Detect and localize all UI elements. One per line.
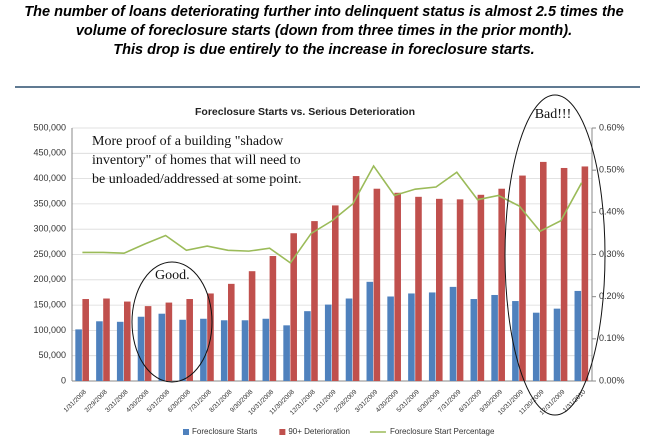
bar — [248, 271, 256, 381]
annotation: be unloaded/addressed at some point. — [92, 172, 302, 187]
bar — [96, 321, 103, 381]
bar — [137, 316, 145, 381]
bar — [512, 301, 519, 381]
y2-tick-label: 0.30% — [599, 249, 625, 259]
y-tick-label: 450,000 — [33, 148, 66, 158]
bar — [477, 194, 485, 381]
legend-swatch — [183, 429, 189, 435]
y-tick-label: 200,000 — [33, 274, 66, 284]
bar — [179, 319, 186, 381]
y2-tick-label: 0.60% — [599, 122, 625, 132]
bar — [290, 233, 297, 381]
annotation: inventory" of homes that will need to — [92, 153, 301, 168]
bar — [228, 283, 235, 381]
bar — [415, 196, 422, 381]
y-tick-label: 500,000 — [33, 122, 66, 132]
y2-tick-label: 0.50% — [599, 165, 625, 175]
legend-label: 90+ Deterioration — [288, 427, 350, 436]
bar — [200, 318, 207, 381]
bar — [75, 329, 82, 381]
bar — [352, 176, 360, 381]
y2-tick-label: 0.00% — [599, 375, 625, 385]
bar — [311, 221, 318, 381]
y-tick-label: 250,000 — [33, 249, 66, 259]
bar — [283, 325, 290, 381]
bar — [324, 304, 332, 381]
chart-title: Foreclosure Starts vs. Serious Deteriora… — [195, 106, 415, 118]
y-tick-label: 350,000 — [33, 198, 66, 208]
bar — [560, 167, 568, 381]
bar — [103, 298, 110, 381]
y-tick-label: 0 — [61, 375, 66, 385]
bar — [186, 299, 193, 381]
bar — [144, 306, 152, 381]
y2-tick-label: 0.10% — [599, 333, 625, 343]
bar — [540, 161, 547, 381]
bar — [436, 198, 443, 381]
legend-label: Foreclosure Starts — [192, 427, 257, 436]
bar — [574, 290, 582, 381]
bar — [345, 298, 353, 381]
y-tick-label: 400,000 — [33, 173, 66, 183]
bar — [428, 292, 436, 381]
y2-tick-label: 0.40% — [599, 207, 625, 217]
bar — [519, 175, 526, 381]
y2-tick-label: 0.20% — [599, 291, 625, 301]
bar — [124, 301, 131, 381]
y-tick-label: 100,000 — [33, 325, 66, 335]
bar — [408, 293, 415, 381]
bar — [220, 320, 228, 381]
line-series — [82, 164, 583, 265]
bar — [304, 311, 311, 381]
bar — [491, 294, 498, 381]
bar — [470, 299, 478, 381]
y-tick-label: 50,000 — [38, 350, 66, 360]
bar — [532, 312, 540, 381]
legend-label: Foreclosure Start Percentage — [390, 427, 495, 436]
bar — [498, 188, 505, 381]
bar — [366, 281, 374, 381]
bar — [553, 308, 561, 381]
bar — [456, 199, 464, 381]
annotation: More proof of a building "shadow — [92, 134, 284, 149]
good-ellipse — [131, 261, 213, 383]
y-tick-label: 300,000 — [33, 224, 66, 234]
bar — [158, 313, 166, 381]
bar — [241, 320, 249, 381]
annotation: Good. — [155, 268, 190, 283]
bar — [449, 286, 457, 381]
bar — [394, 192, 401, 381]
bar — [387, 296, 394, 381]
bar — [332, 205, 339, 381]
bar — [373, 188, 381, 381]
chart: 0 50,000 100,000 150,000 200,000 250,000 300,0… — [33, 122, 624, 436]
header-line: The number of loans deteriorating furthe… — [24, 4, 623, 20]
bar — [262, 318, 270, 381]
bar — [269, 256, 277, 381]
header-line: volume of foreclosure starts (down from … — [76, 23, 572, 39]
bar — [82, 299, 89, 381]
x-tick-label: 1/31/2010 — [562, 388, 588, 414]
annotation: Bad!!! — [535, 107, 572, 122]
bar — [116, 321, 124, 381]
bad-ellipse — [504, 94, 606, 416]
header-line: This drop is due entirely to the increas… — [113, 42, 534, 58]
bar — [581, 166, 589, 381]
legend-swatch — [279, 429, 286, 435]
y-tick-label: 150,000 — [33, 299, 66, 309]
bar — [165, 302, 173, 381]
